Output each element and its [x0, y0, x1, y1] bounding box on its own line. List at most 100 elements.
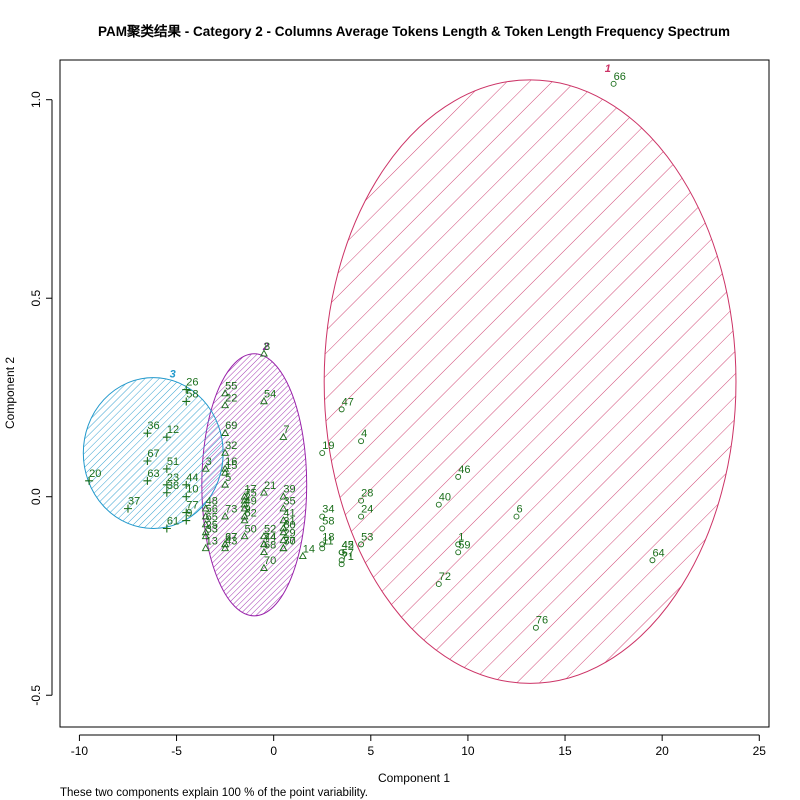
point-marker	[201, 531, 210, 540]
point-label: 11	[322, 535, 333, 547]
point-label: 42	[342, 539, 354, 551]
point-marker	[162, 488, 171, 497]
point-label: 77	[186, 500, 198, 512]
point-marker	[221, 389, 230, 397]
plot-frame	[59, 59, 770, 728]
point-marker	[201, 528, 210, 536]
x-tick-label: 0	[270, 744, 277, 758]
point-label: 52	[264, 523, 276, 535]
point-marker	[532, 624, 539, 631]
point-marker	[279, 543, 288, 552]
point-label: 63	[147, 468, 159, 480]
point-label: 21	[264, 480, 276, 492]
point-marker	[358, 513, 365, 520]
point-label: 75	[245, 488, 257, 500]
point-marker	[143, 456, 152, 465]
y-tick-label: 0.0	[29, 488, 43, 505]
point-marker	[240, 531, 249, 540]
point-label: 44	[186, 472, 198, 484]
point-marker	[201, 464, 210, 472]
point-label: 23	[167, 472, 179, 484]
point-label: 45	[342, 539, 354, 551]
y-tick-label: -0.5	[29, 685, 43, 706]
point-label: 58	[322, 515, 334, 527]
point-marker	[182, 516, 191, 525]
point-marker	[143, 429, 152, 438]
point-marker	[279, 535, 288, 544]
point-marker	[162, 524, 171, 533]
point-marker	[338, 549, 345, 556]
point-marker	[279, 432, 288, 440]
point-label: 77	[283, 535, 295, 547]
point-marker	[221, 428, 230, 436]
point-label: 65	[206, 512, 218, 524]
point-marker	[649, 557, 656, 564]
point-marker	[221, 512, 230, 520]
point-label: 60	[283, 519, 295, 531]
point-label: 68	[264, 539, 276, 551]
point-label: 24	[361, 504, 373, 516]
x-tick-label: 20	[655, 744, 669, 758]
point-label: 34	[322, 504, 334, 516]
point-label: 20	[89, 468, 101, 480]
point-marker	[455, 549, 462, 556]
point-label: 54	[264, 388, 276, 400]
point-label: 38	[167, 480, 179, 492]
point-marker	[338, 406, 345, 413]
point-marker	[240, 500, 249, 508]
point-marker	[319, 541, 326, 548]
cluster-2-label: 2	[262, 341, 269, 353]
point-marker	[455, 541, 462, 548]
point-label: 70	[264, 555, 276, 567]
point-label: 47	[342, 396, 354, 408]
point-marker	[240, 512, 249, 520]
point-marker	[319, 545, 326, 552]
y-tick-label: 0.5	[29, 290, 43, 307]
point-label: 36	[147, 420, 159, 432]
x-axis-label: Component 1	[378, 771, 450, 785]
point-label: 29	[283, 527, 295, 539]
point-marker	[435, 501, 442, 508]
point-marker	[85, 476, 94, 485]
point-marker	[240, 516, 249, 524]
point-label: 50	[245, 523, 257, 535]
x-tick-label: -5	[171, 744, 182, 758]
point-label: 76	[536, 615, 548, 627]
point-label: 14	[303, 543, 315, 555]
point-label: 56	[206, 504, 218, 516]
point-marker	[279, 528, 288, 536]
point-label: 66	[614, 71, 626, 83]
point-marker	[319, 525, 326, 532]
point-label: 71	[342, 551, 354, 563]
point-label: 33	[206, 523, 218, 535]
point-marker	[279, 504, 288, 512]
point-label: 27	[225, 531, 237, 543]
point-label: 51	[167, 456, 179, 468]
point-marker	[319, 450, 326, 457]
point-marker	[240, 492, 249, 500]
point-marker	[182, 385, 191, 394]
point-marker	[358, 438, 365, 445]
point-label: 12	[167, 424, 179, 436]
x-tick-label: 5	[367, 744, 374, 758]
point-marker	[201, 512, 210, 520]
point-marker	[298, 551, 307, 560]
point-marker	[358, 541, 365, 548]
point-marker	[338, 561, 345, 568]
point-label: 19	[322, 440, 334, 452]
point-label: 8	[264, 341, 270, 353]
point-marker	[513, 513, 520, 520]
cluster-1-label: 1	[605, 63, 611, 75]
point-label: 37	[128, 496, 140, 508]
x-tick-label: -10	[71, 744, 89, 758]
x-tick-label: 25	[753, 744, 767, 758]
point-label: 10	[186, 484, 198, 496]
point-label: 69	[225, 420, 237, 432]
point-label: 64	[652, 547, 664, 559]
point-label: 58	[186, 388, 198, 400]
point-marker	[259, 488, 268, 496]
point-marker	[455, 473, 462, 480]
point-label: 55	[225, 381, 237, 393]
point-label: 41	[283, 508, 295, 520]
